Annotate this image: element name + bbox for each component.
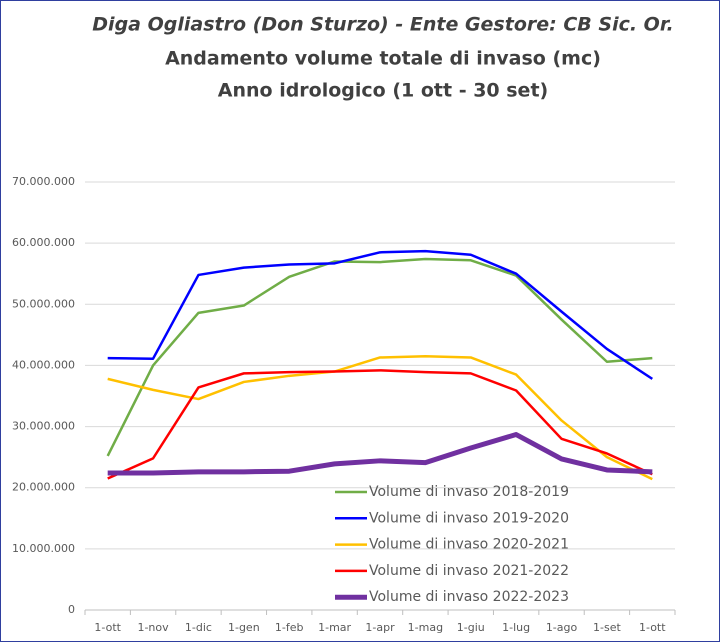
chart-title: Anno idrologico (1 ott - 30 set) bbox=[218, 80, 548, 102]
series-line bbox=[107, 432, 653, 476]
legend-label: Volume di invaso 2019-2020 bbox=[369, 510, 569, 526]
series-line bbox=[106, 257, 653, 457]
legend-label: Volume di invaso 2018-2019 bbox=[369, 484, 569, 500]
series-line bbox=[107, 355, 653, 481]
x-tick-label: 1-ott bbox=[94, 621, 121, 634]
y-tick-label: 60.000.000 bbox=[12, 236, 75, 249]
x-tick-label: 1-giu bbox=[457, 621, 485, 634]
y-tick-label: 50.000.000 bbox=[12, 297, 75, 310]
series-line bbox=[107, 369, 653, 480]
y-tick-label: 30.000.000 bbox=[12, 420, 75, 433]
chart-title: Andamento volume totale di invaso (mc) bbox=[165, 48, 601, 70]
x-tick-label: 1-mag bbox=[408, 621, 443, 634]
x-tick-label: 1-feb bbox=[275, 621, 304, 634]
legend-label: Volume di invaso 2022-2023 bbox=[369, 589, 569, 605]
y-tick-label: 70.000.000 bbox=[12, 175, 75, 188]
y-tick-label: 40.000.000 bbox=[12, 358, 75, 371]
x-tick-label: 1-ago bbox=[546, 621, 578, 634]
series-line bbox=[107, 249, 653, 380]
x-tick-label: 1-dic bbox=[185, 621, 212, 634]
legend-label: Volume di invaso 2020-2021 bbox=[369, 537, 569, 553]
x-tick-label: 1-ott bbox=[639, 621, 666, 634]
y-tick-label: 0 bbox=[68, 603, 75, 616]
x-tick-label: 1-nov bbox=[137, 621, 169, 634]
x-tick-label: 1-set bbox=[593, 621, 621, 634]
y-tick-label: 10.000.000 bbox=[12, 542, 75, 555]
chart-title: Diga Ogliastro (Don Sturzo) - Ente Gesto… bbox=[92, 14, 673, 36]
x-tick-label: 1-mar bbox=[318, 621, 351, 634]
y-tick-label: 20.000.000 bbox=[12, 481, 75, 494]
x-tick-label: 1-gen bbox=[228, 621, 260, 634]
legend-label: Volume di invaso 2021-2022 bbox=[369, 563, 569, 579]
x-tick-label: 1-lug bbox=[502, 621, 530, 634]
x-tick-label: 1-apr bbox=[365, 621, 395, 634]
